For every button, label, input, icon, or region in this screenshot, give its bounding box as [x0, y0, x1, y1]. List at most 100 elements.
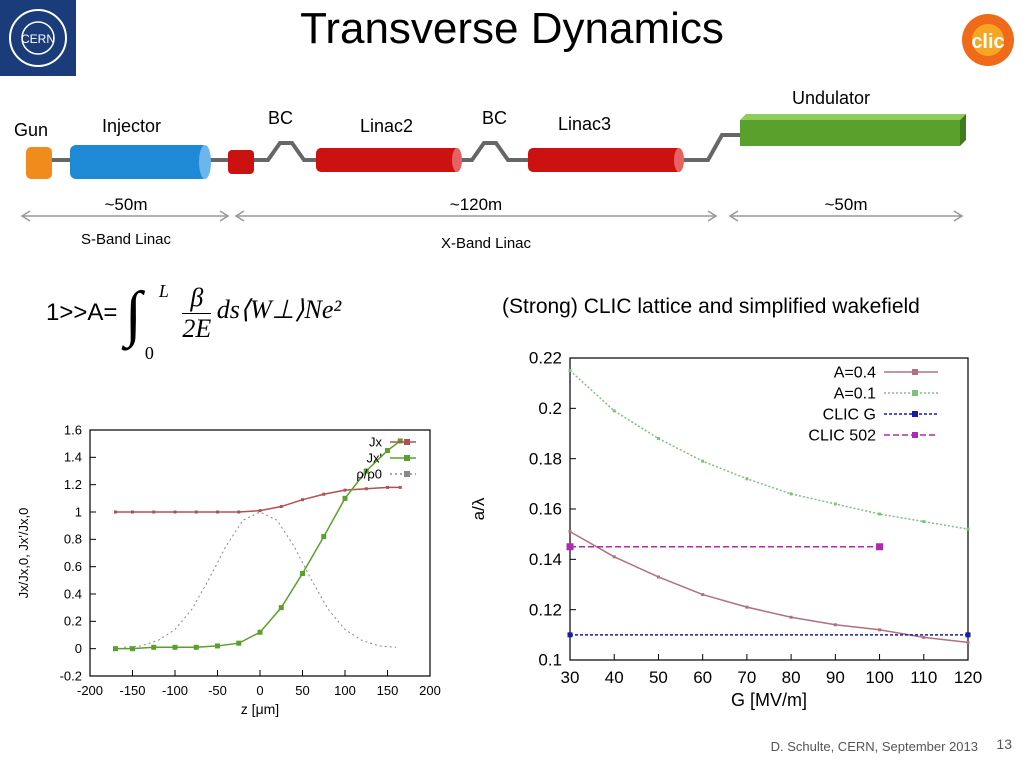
- y-tick-label: 1: [75, 504, 82, 519]
- legend-marker: [912, 369, 918, 375]
- y-tick-label: 1.6: [64, 422, 82, 437]
- x-axis-label: z [μm]: [241, 701, 279, 717]
- data-point: [878, 628, 882, 632]
- y-tick-label: 0.12: [529, 600, 562, 619]
- legend-marker: [404, 455, 410, 461]
- x-tick-label: 90: [826, 668, 845, 687]
- legend-label: Jx': [367, 450, 382, 465]
- y-tick-label: 1.4: [64, 450, 82, 465]
- x-tick-label: 0: [256, 683, 263, 698]
- x-tick-label: 50: [649, 668, 668, 687]
- data-point: [965, 632, 971, 638]
- data-point: [745, 477, 749, 481]
- data-point: [131, 510, 134, 514]
- length-linac: ~120m: [450, 195, 502, 214]
- page-number: 13: [996, 736, 1012, 752]
- label-bc1: BC: [268, 108, 293, 128]
- x-tick-label: 200: [419, 683, 441, 698]
- data-point: [745, 605, 749, 609]
- data-point: [612, 555, 616, 559]
- x-tick-label: 60: [693, 668, 712, 687]
- data-point: [322, 492, 326, 496]
- data-point: [215, 643, 220, 649]
- data-point: [966, 640, 970, 644]
- data-point: [397, 438, 403, 444]
- legend-marker: [912, 390, 918, 396]
- data-point: [342, 495, 348, 501]
- footer-text: D. Schulte, CERN, September 2013: [770, 739, 978, 754]
- data-point: [113, 646, 118, 652]
- data-point: [151, 644, 157, 650]
- legend-marker: [404, 439, 410, 445]
- data-point: [833, 502, 837, 506]
- clic-logo: clic: [962, 14, 1014, 66]
- label-linac3: Linac3: [558, 114, 611, 134]
- series-line-0: [115, 486, 401, 513]
- y-tick-label: -0.2: [60, 668, 82, 683]
- x-tick-label: 120: [954, 668, 982, 687]
- data-point: [922, 520, 926, 524]
- formula-rest: ds⟨W⊥⟩Ne²: [216, 295, 342, 324]
- length-injector: ~50m: [105, 195, 148, 214]
- x-tick-label: -200: [77, 683, 103, 698]
- formula-den: 2E: [182, 314, 212, 343]
- y-tick-label: 0.2: [538, 399, 562, 418]
- undulator-block: [740, 120, 960, 146]
- data-point: [398, 485, 402, 489]
- label-undulator: Undulator: [792, 88, 870, 108]
- data-point: [343, 488, 347, 492]
- data-point: [789, 615, 793, 619]
- data-point: [656, 575, 660, 579]
- formula-num: β: [182, 283, 212, 314]
- data-point: [566, 543, 574, 551]
- y-tick-label: 0.22: [529, 349, 562, 368]
- y-tick-label: 0.8: [64, 532, 82, 547]
- label-bc2: BC: [482, 108, 507, 128]
- data-point: [216, 510, 219, 514]
- bc-linac-block: [228, 150, 254, 174]
- plot-frame: [569, 357, 969, 661]
- legend-marker: [912, 432, 918, 438]
- label-gun: Gun: [14, 120, 48, 140]
- formula-lhs: 1>>A=: [46, 299, 118, 326]
- x-axis-label: G [MV/m]: [731, 690, 807, 710]
- y-tick-label: 0.4: [64, 586, 82, 601]
- legend-marker: [404, 471, 410, 477]
- x-tick-label: 50: [295, 683, 309, 698]
- linac2-block: [316, 148, 460, 172]
- x-tick-label: 70: [737, 668, 756, 687]
- data-point: [173, 510, 177, 514]
- section-sband: S-Band Linac: [81, 231, 172, 248]
- x-tick-label: -50: [208, 683, 227, 698]
- y-axis-label: a/λ: [470, 497, 488, 520]
- series-line-1: [569, 370, 969, 530]
- x-tick-label: -100: [162, 683, 188, 698]
- legend-label: A=0.1: [834, 386, 876, 403]
- x-tick-label: 40: [605, 668, 624, 687]
- data-point: [701, 593, 705, 597]
- cern-logo: CERN: [0, 0, 76, 76]
- x-tick-label: 100: [865, 668, 893, 687]
- y-tick-label: 0.18: [529, 449, 562, 468]
- data-point: [172, 644, 178, 650]
- data-point: [236, 640, 242, 646]
- gun-block: [26, 147, 52, 179]
- section-xband: X-Band Linac: [441, 235, 532, 252]
- y-tick-label: 0.14: [529, 550, 562, 569]
- right-plot-caption: (Strong) CLIC lattice and simplified wak…: [502, 295, 920, 318]
- y-tick-label: 0: [75, 641, 82, 656]
- length-undulator: ~50m: [825, 195, 868, 214]
- data-point: [130, 646, 135, 652]
- data-point: [789, 492, 793, 496]
- data-point: [966, 527, 970, 531]
- y-tick-label: 1.2: [64, 477, 82, 492]
- legend-label: CLIC 502: [808, 428, 876, 445]
- data-point: [114, 510, 117, 514]
- aperture-vs-gradient-chart: 30 40 50 60 70 80 90 100 110 120 0.1 0.12 0.14 0.16 0.…: [470, 349, 982, 710]
- formula-upper: L: [158, 281, 169, 301]
- data-point: [258, 509, 262, 513]
- legend-marker: [912, 411, 918, 417]
- data-point: [279, 505, 283, 509]
- legend-label: ρ/ρ0: [356, 466, 382, 481]
- y-tick-label: 0.2: [64, 614, 82, 629]
